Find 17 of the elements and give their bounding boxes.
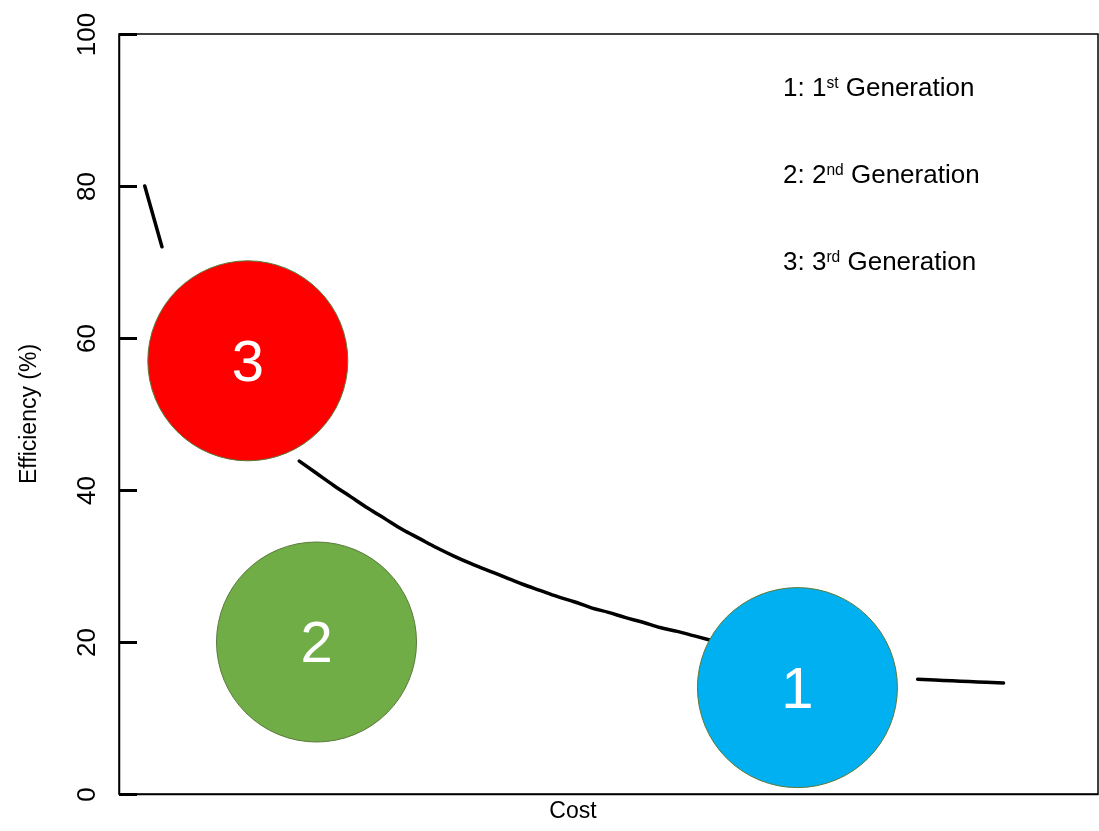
y-axis-title: Efficiency (%) [15,343,41,485]
annotation: 2: 2$^{nd}$ Generation [783,159,980,189]
y-tick-label: 80 [71,172,101,201]
series-label: 1 [781,654,814,720]
point [147,260,349,462]
series-label: 3 [231,328,264,394]
y-tick-label: 0 [71,787,101,802]
point [216,541,418,743]
annotation: 3: 3$^{rd}$ Generation [783,246,977,276]
series-label: 2 [300,609,333,675]
point [696,587,898,789]
y-tick-label: 40 [71,476,101,505]
annotation: 1: 1$^{st}$ Generation [783,72,975,102]
x-axis-title: Cost [549,797,598,823]
y-tick-label: 60 [71,324,101,353]
y-tick-label: 20 [71,628,101,657]
y-tick-label: 100 [71,12,101,57]
